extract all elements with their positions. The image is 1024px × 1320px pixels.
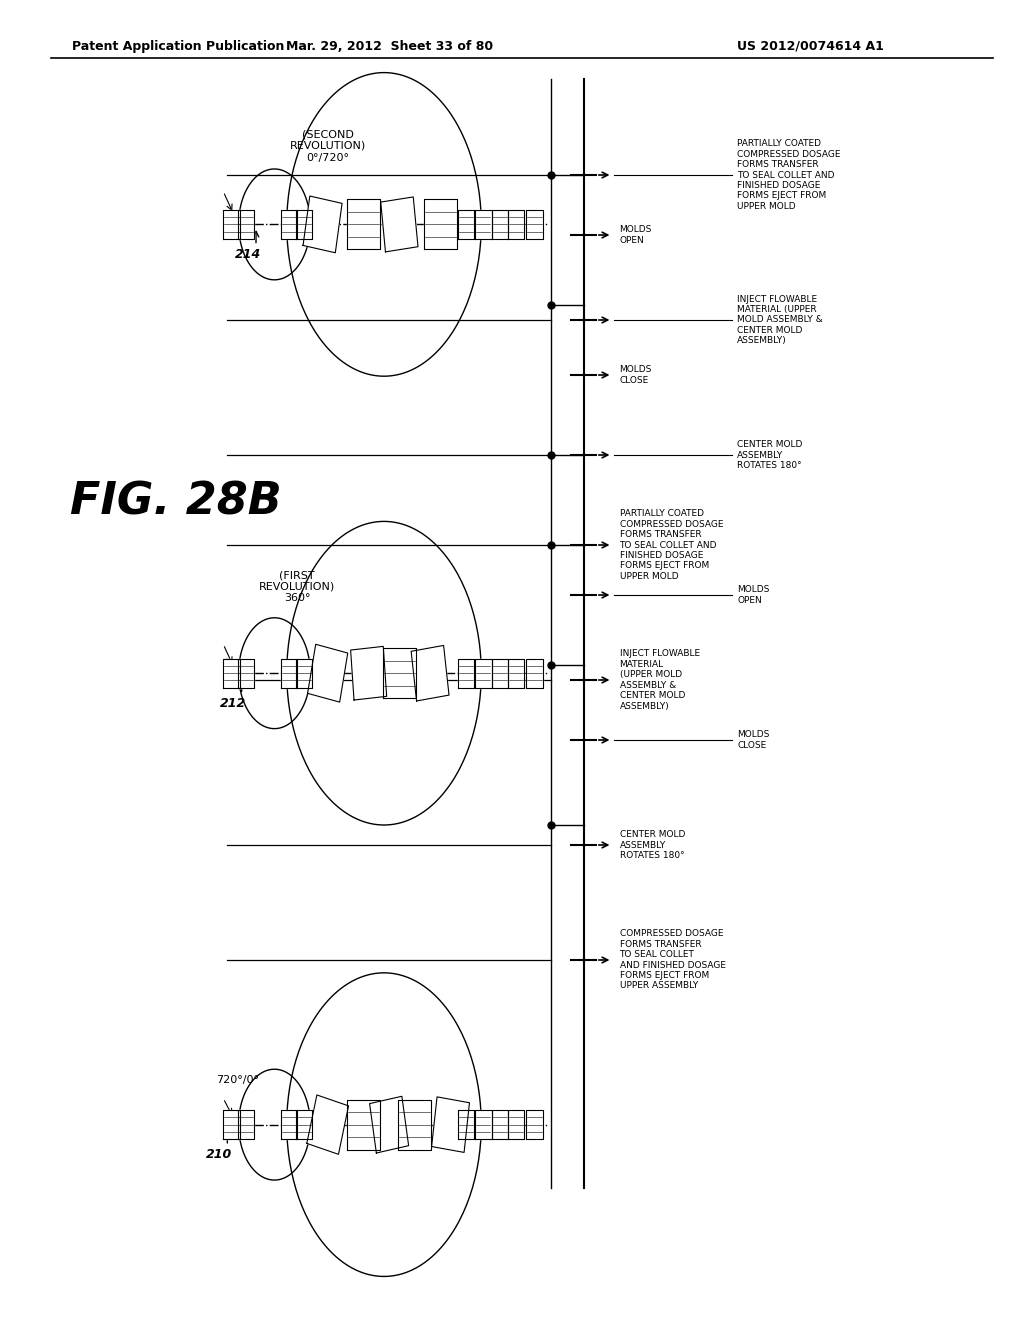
Polygon shape xyxy=(296,210,312,239)
Text: 720°/0°: 720°/0° xyxy=(216,1074,259,1085)
Text: PARTIALLY COATED
COMPRESSED DOSAGE
FORMS TRANSFER
TO SEAL COLLET AND
FINISHED DO: PARTIALLY COATED COMPRESSED DOSAGE FORMS… xyxy=(620,510,723,581)
Polygon shape xyxy=(458,1110,474,1139)
Polygon shape xyxy=(526,659,543,688)
Polygon shape xyxy=(412,645,449,701)
Text: MOLDS
OPEN: MOLDS OPEN xyxy=(737,585,770,605)
Polygon shape xyxy=(238,659,254,688)
Polygon shape xyxy=(296,1110,312,1139)
Text: INJECT FLOWABLE
MATERIAL
(UPPER MOLD
ASSEMBLY &
CENTER MOLD
ASSEMBLY): INJECT FLOWABLE MATERIAL (UPPER MOLD ASS… xyxy=(620,649,699,710)
Polygon shape xyxy=(281,1110,297,1139)
Polygon shape xyxy=(223,1110,240,1139)
Polygon shape xyxy=(458,210,474,239)
Polygon shape xyxy=(238,210,254,239)
Polygon shape xyxy=(492,659,508,688)
Polygon shape xyxy=(307,644,348,702)
Polygon shape xyxy=(526,1110,543,1139)
Polygon shape xyxy=(347,199,380,249)
Polygon shape xyxy=(281,659,297,688)
Text: 210: 210 xyxy=(206,1148,232,1162)
Polygon shape xyxy=(475,659,492,688)
Text: COMPRESSED DOSAGE
FORMS TRANSFER
TO SEAL COLLET
AND FINISHED DOSAGE
FORMS EJECT : COMPRESSED DOSAGE FORMS TRANSFER TO SEAL… xyxy=(620,929,726,990)
Polygon shape xyxy=(281,210,297,239)
Polygon shape xyxy=(508,659,524,688)
Polygon shape xyxy=(458,659,474,688)
Text: MOLDS
CLOSE: MOLDS CLOSE xyxy=(620,366,652,384)
Polygon shape xyxy=(307,1096,348,1154)
Polygon shape xyxy=(492,1110,508,1139)
Text: Mar. 29, 2012  Sheet 33 of 80: Mar. 29, 2012 Sheet 33 of 80 xyxy=(286,40,493,53)
Polygon shape xyxy=(475,210,492,239)
Polygon shape xyxy=(381,197,418,252)
Polygon shape xyxy=(383,648,416,698)
Text: 212: 212 xyxy=(220,697,247,710)
Polygon shape xyxy=(432,1097,469,1152)
Text: PARTIALLY COATED
COMPRESSED DOSAGE
FORMS TRANSFER
TO SEAL COLLET AND
FINISHED DO: PARTIALLY COATED COMPRESSED DOSAGE FORMS… xyxy=(737,140,841,211)
Text: MOLDS
CLOSE: MOLDS CLOSE xyxy=(737,730,770,750)
Polygon shape xyxy=(350,647,387,700)
Polygon shape xyxy=(508,1110,524,1139)
Text: Patent Application Publication: Patent Application Publication xyxy=(72,40,284,53)
Text: FIG. 28B: FIG. 28B xyxy=(70,480,282,523)
Text: CENTER MOLD
ASSEMBLY
ROTATES 180°: CENTER MOLD ASSEMBLY ROTATES 180° xyxy=(737,440,803,470)
Text: 214: 214 xyxy=(234,248,261,261)
Polygon shape xyxy=(296,659,312,688)
Polygon shape xyxy=(303,197,342,252)
Polygon shape xyxy=(398,1100,431,1150)
Text: US 2012/0074614 A1: US 2012/0074614 A1 xyxy=(737,40,884,53)
Text: INJECT FLOWABLE
MATERIAL (UPPER
MOLD ASSEMBLY &
CENTER MOLD
ASSEMBLY): INJECT FLOWABLE MATERIAL (UPPER MOLD ASS… xyxy=(737,294,823,346)
Polygon shape xyxy=(526,210,543,239)
Polygon shape xyxy=(370,1097,409,1152)
Polygon shape xyxy=(492,210,508,239)
Polygon shape xyxy=(223,659,240,688)
Polygon shape xyxy=(508,210,524,239)
Polygon shape xyxy=(424,199,457,249)
Polygon shape xyxy=(223,210,240,239)
Text: (SECOND
REVOLUTION)
0°/720°: (SECOND REVOLUTION) 0°/720° xyxy=(290,129,366,162)
Text: (FIRST
REVOLUTION)
360°: (FIRST REVOLUTION) 360° xyxy=(259,570,335,603)
Polygon shape xyxy=(347,1100,380,1150)
Text: CENTER MOLD
ASSEMBLY
ROTATES 180°: CENTER MOLD ASSEMBLY ROTATES 180° xyxy=(620,830,685,859)
Text: MOLDS
OPEN: MOLDS OPEN xyxy=(620,226,652,244)
Polygon shape xyxy=(475,1110,492,1139)
Polygon shape xyxy=(238,1110,254,1139)
